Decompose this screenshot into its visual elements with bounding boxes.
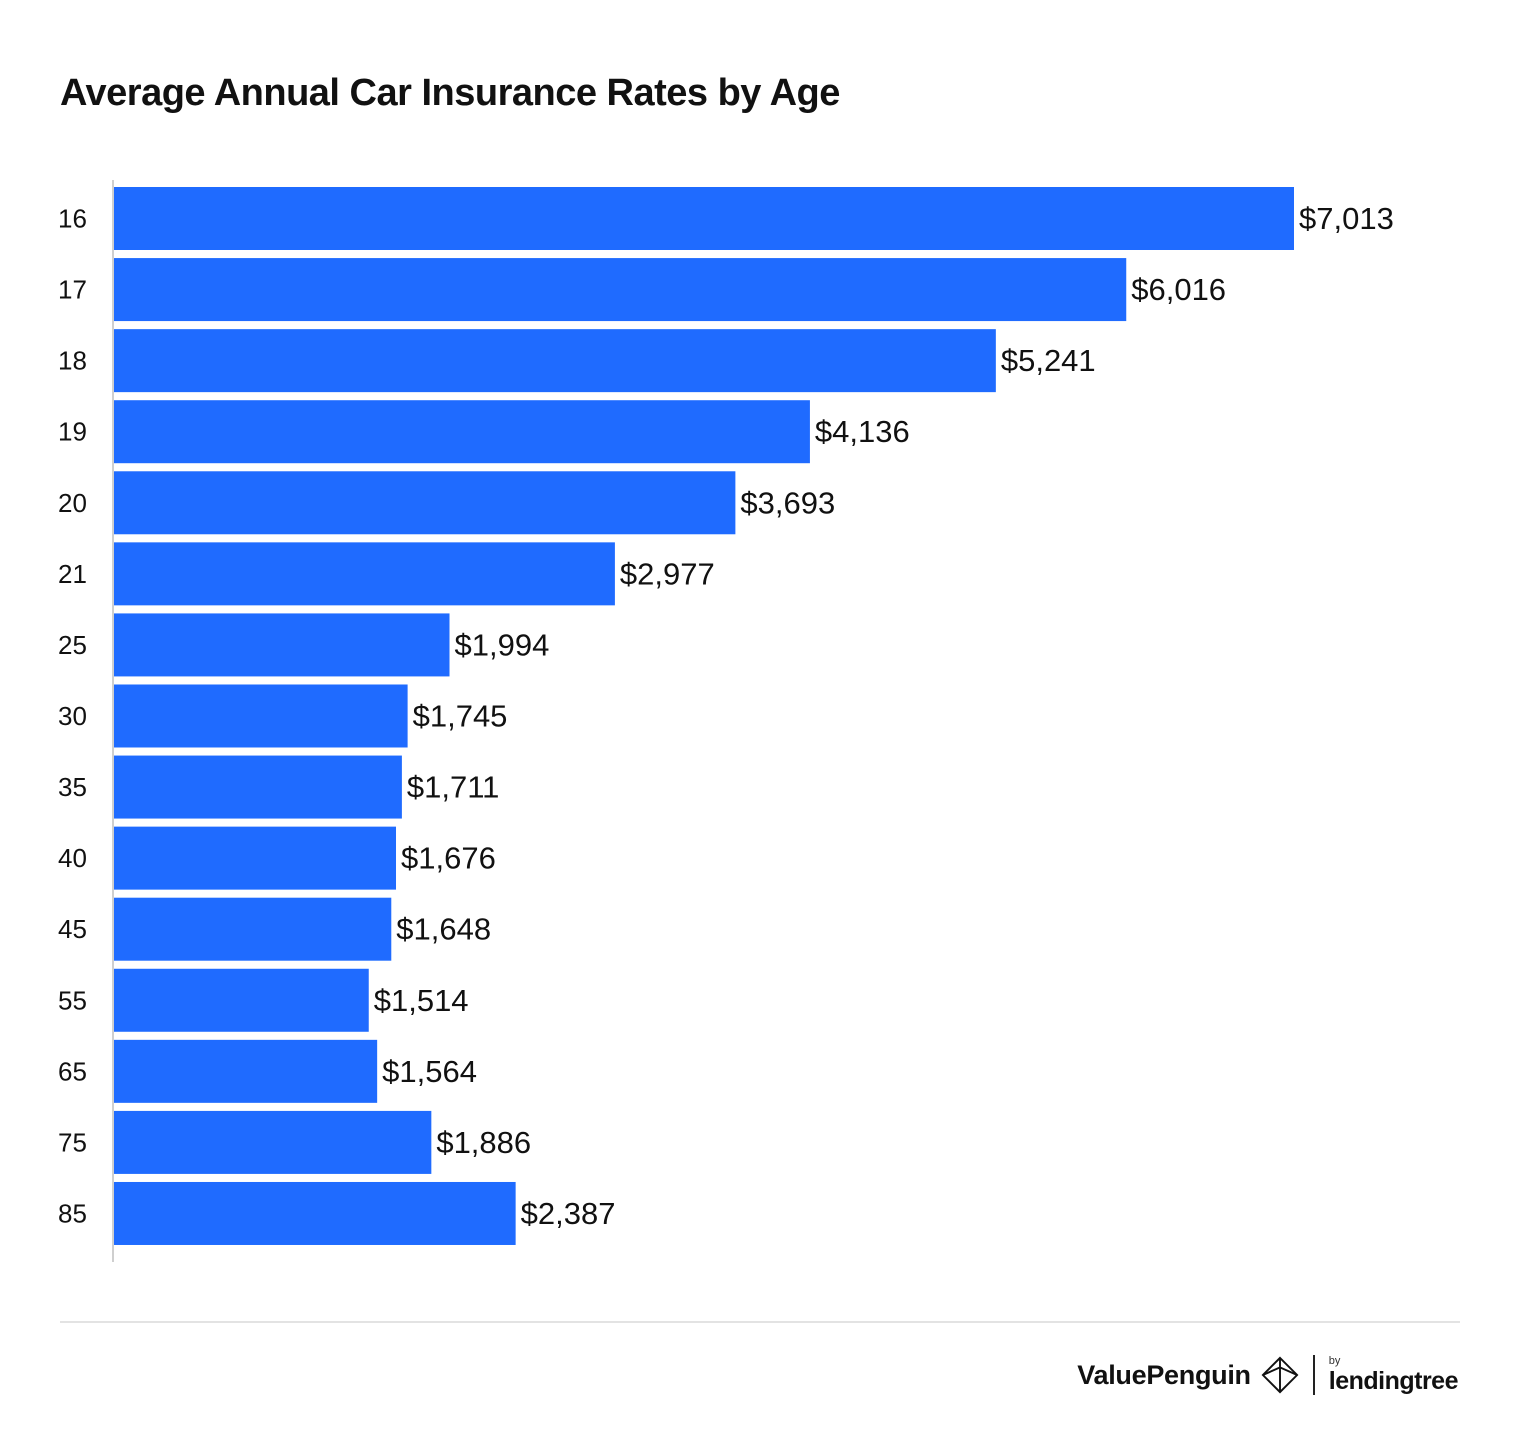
y-tick-label: 45 xyxy=(58,914,87,944)
y-tick-label: 65 xyxy=(58,1056,87,1086)
value-label: $1,514 xyxy=(374,983,469,1018)
bar-age-16 xyxy=(114,187,1294,250)
value-label: $3,693 xyxy=(740,485,835,520)
lendingtree-logo: by lendingtree xyxy=(1328,1355,1459,1395)
value-label: $1,564 xyxy=(382,1054,477,1089)
bar-age-35 xyxy=(114,755,402,819)
bar-age-55 xyxy=(114,968,369,1032)
y-tick-label: 17 xyxy=(58,275,87,305)
value-label: $1,886 xyxy=(436,1125,531,1160)
value-label: $1,745 xyxy=(413,698,508,733)
footer-divider xyxy=(60,1321,1460,1323)
value-label: $1,676 xyxy=(401,841,496,876)
bar-age-25 xyxy=(114,613,450,677)
brand-logo: ValuePenguin by lendingtree xyxy=(1077,1350,1459,1400)
value-label: $1,994 xyxy=(455,627,550,662)
bar-age-75 xyxy=(114,1110,432,1174)
bar-age-20 xyxy=(114,471,736,535)
y-tick-label: 55 xyxy=(58,985,87,1015)
value-label: $7,013 xyxy=(1299,201,1394,236)
value-label: $2,387 xyxy=(521,1196,616,1231)
y-tick-label: 85 xyxy=(58,1198,87,1228)
bar-age-30 xyxy=(114,684,408,748)
y-tick-label: 16 xyxy=(58,204,87,234)
y-tick-label: 35 xyxy=(58,772,87,802)
bar-age-85 xyxy=(114,1181,516,1245)
y-tick-label: 75 xyxy=(58,1127,87,1157)
valuepenguin-diamond-icon xyxy=(1261,1356,1299,1394)
valuepenguin-wordmark: ValuePenguin xyxy=(1077,1359,1251,1390)
value-label: $1,711 xyxy=(407,770,500,805)
y-tick-label: 40 xyxy=(58,843,87,873)
value-label: $4,136 xyxy=(815,414,910,449)
lendingtree-wordmark: lendingtree xyxy=(1328,1367,1459,1395)
y-tick-label: 19 xyxy=(58,417,87,447)
logo-separator xyxy=(1312,1355,1315,1395)
bar-age-19 xyxy=(114,400,810,464)
bar-age-21 xyxy=(114,542,615,606)
bar-age-45 xyxy=(114,897,392,961)
y-tick-label: 18 xyxy=(58,346,87,376)
value-label: $5,241 xyxy=(1001,343,1096,378)
chart-title: Average Annual Car Insurance Rates by Ag… xyxy=(60,72,840,114)
y-tick-label: 25 xyxy=(58,630,87,660)
y-tick-label: 21 xyxy=(58,559,87,589)
bar-age-17 xyxy=(114,258,1127,322)
y-tick-label: 30 xyxy=(58,701,87,731)
y-tick-label: 20 xyxy=(58,488,87,518)
bar-age-18 xyxy=(114,329,996,393)
bar-age-65 xyxy=(114,1039,378,1103)
value-label: $6,016 xyxy=(1131,272,1226,307)
bar-chart: 16 $7,013 17 $6,016 18 $5,241 19 $4,136 20 $3,693… xyxy=(58,180,1394,1262)
value-label: $1,648 xyxy=(396,912,491,947)
bar-age-40 xyxy=(114,826,397,890)
lendingtree-by: by xyxy=(1328,1355,1341,1367)
value-label: $2,977 xyxy=(620,556,715,591)
